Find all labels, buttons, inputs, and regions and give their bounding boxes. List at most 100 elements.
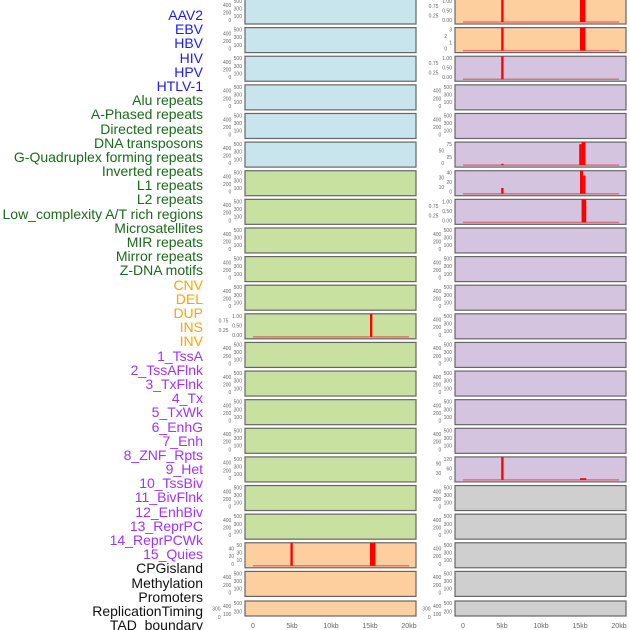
- y-tick-label: 0: [439, 304, 442, 310]
- y-tick-label: 500: [234, 171, 243, 177]
- y-tick-label: 400: [223, 604, 232, 610]
- y-tick-label: 400: [223, 3, 232, 9]
- panel-background: [454, 570, 627, 598]
- y-tick-label: 300: [444, 522, 453, 528]
- y-tick-label: 300: [234, 7, 243, 13]
- y-tick-label: 30: [436, 471, 442, 477]
- y-tick-label: 300: [234, 236, 243, 242]
- panel-background: [454, 427, 627, 454]
- y-tick-label: 200: [223, 268, 232, 274]
- panel-background: [244, 341, 417, 369]
- y-tick-label: 100: [234, 129, 243, 135]
- y-tick-label: 0.50: [442, 9, 452, 15]
- y-tick-label: 300: [212, 607, 221, 613]
- panel-background: [244, 84, 417, 111]
- y-tick-label: 200: [223, 68, 232, 74]
- y-tick-label: 0.00: [232, 333, 242, 339]
- y-tick-label: 200: [223, 526, 232, 532]
- panel-background: [244, 370, 417, 397]
- y-tick-label: 400: [223, 260, 232, 266]
- y-tick-label: 100: [234, 243, 243, 249]
- track-label: Alu repeats: [132, 92, 203, 109]
- y-tick-label: 500: [234, 228, 243, 234]
- y-tick-label: 400: [223, 203, 232, 209]
- data-bar: [501, 27, 504, 51]
- track-label: 9_Het: [165, 461, 203, 478]
- y-tick-label: 300: [444, 293, 453, 299]
- y-tick-label: 30: [236, 550, 242, 556]
- y-tick-label: 0: [229, 447, 232, 453]
- y-tick-label: 3: [449, 28, 452, 34]
- y-tick-label: 50: [236, 543, 242, 549]
- y-tick-label: 2: [444, 34, 447, 40]
- y-tick-label: 100: [234, 587, 243, 593]
- y-tick-label: 0: [439, 132, 442, 138]
- y-tick-label: 200: [234, 609, 243, 615]
- data-bar: [501, 163, 504, 166]
- track-label: 8_ZNF_Rpts: [123, 446, 203, 463]
- panel-background: [454, 227, 627, 254]
- y-tick-label: 0: [229, 590, 232, 596]
- y-tick-label: 300: [444, 321, 453, 327]
- track-label: DUP: [173, 304, 203, 321]
- y-tick-label: 10: [236, 558, 242, 564]
- panel-background: [244, 456, 417, 483]
- y-tick-label: 300: [234, 350, 243, 356]
- panel-background: [244, 112, 417, 140]
- y-tick-label: 200: [223, 497, 232, 503]
- y-tick-label: 60: [446, 466, 452, 472]
- y-tick-label: 0: [229, 476, 232, 482]
- track-label: INS: [179, 319, 203, 336]
- track-label: Microsatellites: [114, 219, 203, 236]
- panel-background: [454, 484, 627, 512]
- y-tick-label: 300: [234, 178, 243, 184]
- track-label: Promoters: [138, 588, 203, 605]
- panel-background: [244, 170, 417, 197]
- panel-background: [454, 170, 627, 197]
- y-tick-label: 1: [449, 40, 452, 46]
- data-bar: [581, 199, 587, 223]
- y-tick-label: 100: [444, 100, 453, 106]
- panel-background: [454, 542, 627, 569]
- panel-background: [454, 198, 627, 225]
- y-tick-label: 500: [234, 400, 243, 406]
- y-tick-label: 400: [433, 547, 442, 553]
- x-tick-label: 20kb: [611, 623, 626, 630]
- track-panel: 0.000.250.500.751.00: [429, 198, 627, 225]
- y-tick-label: 200: [223, 154, 232, 160]
- y-tick-label: 400: [223, 146, 232, 152]
- y-tick-label: 0: [229, 505, 232, 511]
- y-tick-label: 400: [223, 232, 232, 238]
- y-tick-label: 0: [229, 276, 232, 282]
- y-tick-label: 100: [234, 358, 243, 364]
- x-tick-label: 10kb: [533, 623, 548, 630]
- y-tick-label: 500: [444, 571, 453, 577]
- y-tick-label: 500: [234, 371, 243, 377]
- y-tick-label: 200: [444, 609, 453, 615]
- y-tick-label: 100: [444, 529, 453, 535]
- y-tick-label: 500: [234, 85, 243, 91]
- data-bar: [370, 313, 373, 337]
- y-tick-label: 0: [229, 18, 232, 24]
- y-tick-label: 200: [433, 554, 442, 560]
- panel-background: [244, 27, 417, 54]
- y-tick-label: 200: [223, 10, 232, 16]
- y-tick-label: 100: [444, 272, 453, 278]
- y-tick-label: 200: [223, 440, 232, 446]
- data-bar: [580, 27, 586, 51]
- panel-background: [244, 313, 417, 340]
- x-tick-label: 15kb: [362, 623, 377, 630]
